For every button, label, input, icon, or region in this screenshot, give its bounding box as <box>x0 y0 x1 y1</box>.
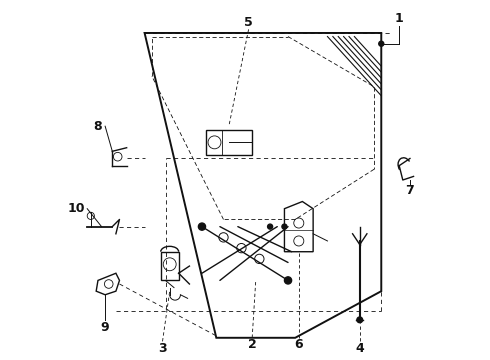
Circle shape <box>357 317 363 323</box>
Text: 6: 6 <box>294 338 303 351</box>
Circle shape <box>379 41 384 46</box>
Text: 1: 1 <box>395 12 404 25</box>
Text: 4: 4 <box>355 342 364 355</box>
Circle shape <box>282 224 287 229</box>
Text: 2: 2 <box>248 338 257 351</box>
Circle shape <box>198 223 205 230</box>
Text: 3: 3 <box>158 342 167 355</box>
Text: 9: 9 <box>101 320 109 333</box>
Text: 7: 7 <box>406 184 415 197</box>
Text: 10: 10 <box>68 202 85 215</box>
Text: 5: 5 <box>244 16 253 29</box>
Text: 8: 8 <box>94 120 102 133</box>
Circle shape <box>268 224 272 229</box>
Circle shape <box>285 277 292 284</box>
